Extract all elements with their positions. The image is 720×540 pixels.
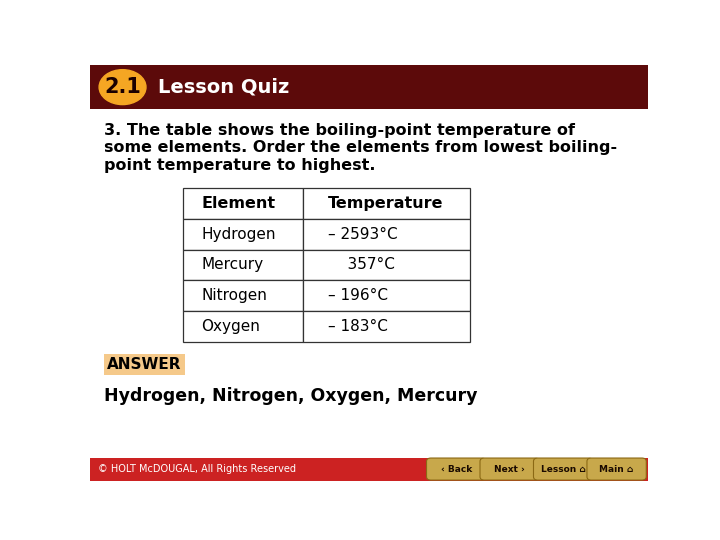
FancyBboxPatch shape	[303, 249, 469, 280]
Text: Lesson ⌂: Lesson ⌂	[541, 464, 585, 474]
Text: 357°C: 357°C	[328, 258, 395, 273]
Text: © HOLT McDOUGAL, All Rights Reserved: © HOLT McDOUGAL, All Rights Reserved	[98, 464, 296, 474]
FancyBboxPatch shape	[303, 311, 469, 342]
Text: Next ›: Next ›	[495, 464, 525, 474]
FancyBboxPatch shape	[183, 249, 303, 280]
Text: Oxygen: Oxygen	[201, 319, 260, 334]
FancyBboxPatch shape	[534, 458, 593, 480]
Text: – 2593°C: – 2593°C	[328, 227, 397, 242]
Text: ANSWER: ANSWER	[107, 357, 182, 372]
FancyBboxPatch shape	[303, 280, 469, 311]
Text: point temperature to highest.: point temperature to highest.	[104, 158, 375, 173]
Text: 2.1: 2.1	[104, 77, 141, 97]
FancyBboxPatch shape	[183, 311, 303, 342]
Text: Mercury: Mercury	[201, 258, 263, 273]
FancyBboxPatch shape	[90, 65, 648, 110]
Text: ‹ Back: ‹ Back	[441, 464, 472, 474]
Text: – 183°C: – 183°C	[328, 319, 388, 334]
FancyBboxPatch shape	[90, 457, 648, 481]
Text: Nitrogen: Nitrogen	[201, 288, 267, 303]
FancyBboxPatch shape	[587, 458, 647, 480]
Text: Temperature: Temperature	[328, 196, 444, 211]
Circle shape	[99, 70, 146, 105]
Text: – 196°C: – 196°C	[328, 288, 388, 303]
Text: 3. The table shows the boiling-point temperature of: 3. The table shows the boiling-point tem…	[104, 123, 575, 138]
FancyBboxPatch shape	[426, 458, 486, 480]
FancyBboxPatch shape	[303, 188, 469, 219]
FancyBboxPatch shape	[480, 458, 539, 480]
Text: Lesson Quiz: Lesson Quiz	[158, 78, 289, 97]
FancyBboxPatch shape	[183, 280, 303, 311]
FancyBboxPatch shape	[303, 219, 469, 249]
Text: Element: Element	[201, 196, 275, 211]
Text: some elements. Order the elements from lowest boiling-: some elements. Order the elements from l…	[104, 140, 617, 156]
FancyBboxPatch shape	[183, 188, 303, 219]
FancyBboxPatch shape	[183, 219, 303, 249]
FancyBboxPatch shape	[104, 354, 185, 375]
Text: Hydrogen, Nitrogen, Oxygen, Mercury: Hydrogen, Nitrogen, Oxygen, Mercury	[104, 387, 477, 404]
Text: Hydrogen: Hydrogen	[201, 227, 276, 242]
Text: Main ⌂: Main ⌂	[600, 464, 634, 474]
